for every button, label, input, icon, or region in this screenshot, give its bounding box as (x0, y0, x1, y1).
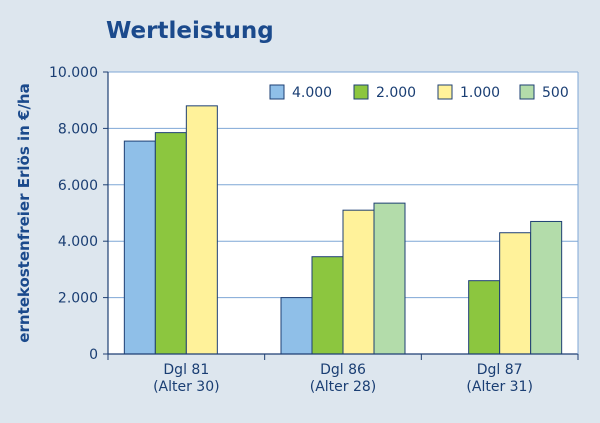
bar (123, 140, 156, 355)
legend-swatch (353, 84, 369, 100)
x-category-label: (Alter 31) (466, 379, 533, 395)
y-tick-label: 8.000 (58, 121, 98, 137)
bar (185, 105, 218, 355)
x-category-label: Dgl 87 (477, 362, 523, 378)
bar (530, 220, 563, 355)
bar (468, 280, 501, 355)
legend-label: 4.000 (292, 85, 332, 101)
legend-label: 1.000 (460, 85, 500, 101)
bar (154, 132, 187, 355)
legend-label: 500 (542, 85, 569, 101)
legend-label: 2.000 (376, 85, 416, 101)
x-category-label: Dgl 81 (163, 362, 209, 378)
y-tick-label: 2.000 (58, 291, 98, 307)
x-category-label: Dgl 86 (320, 362, 366, 378)
y-tick-label: 6.000 (58, 178, 98, 194)
legend-swatch (519, 84, 535, 100)
y-tick-label: 0 (89, 347, 98, 363)
x-category-label: (Alter 30) (153, 379, 220, 395)
y-tick-label: 4.000 (58, 234, 98, 250)
y-tick-label: 10.000 (49, 65, 98, 81)
x-category-label: (Alter 28) (310, 379, 377, 395)
bar (311, 256, 344, 355)
bar (280, 297, 313, 355)
legend-swatch (437, 84, 453, 100)
bar (499, 232, 532, 355)
legend-swatch (269, 84, 285, 100)
chart-title: Wertleistung (106, 18, 274, 44)
bar (373, 202, 406, 355)
bar (342, 209, 375, 355)
